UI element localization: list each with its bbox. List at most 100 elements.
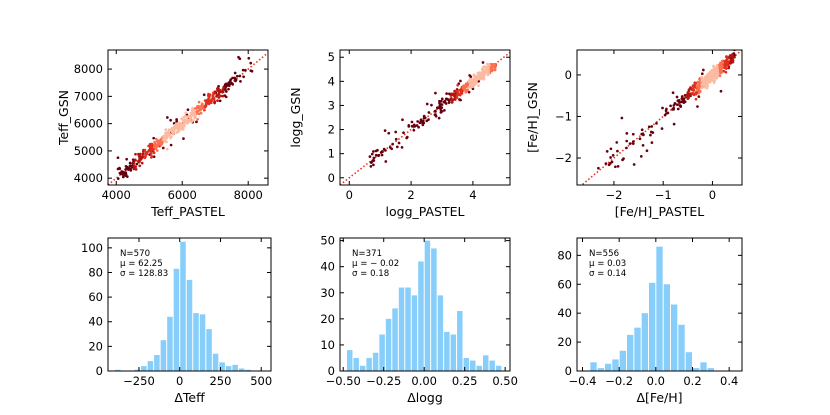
axes-frame bbox=[107, 49, 269, 186]
scatter-point bbox=[678, 100, 682, 104]
scatter-point bbox=[134, 152, 137, 156]
scatter-point bbox=[150, 155, 154, 158]
scatter-point bbox=[239, 79, 242, 83]
scatter-point bbox=[442, 100, 446, 104]
scatter-point bbox=[199, 111, 203, 115]
stat-line: N=371 bbox=[352, 249, 382, 259]
x-tick-label: −0.50 bbox=[326, 374, 361, 388]
histogram-bar bbox=[634, 327, 641, 371]
stat-line: σ = 0.14 bbox=[589, 269, 626, 279]
scatter-point bbox=[368, 155, 372, 159]
scatter-point bbox=[165, 116, 169, 119]
scatter-point bbox=[134, 159, 137, 162]
scatter-point bbox=[210, 98, 213, 101]
scatter-point bbox=[477, 84, 480, 87]
scatter-point bbox=[434, 91, 437, 95]
y-tick-label: 7000 bbox=[74, 89, 103, 103]
histogram-bar bbox=[392, 308, 398, 371]
scatter-point bbox=[387, 131, 391, 135]
scatter-point bbox=[651, 131, 655, 135]
scatter-point bbox=[455, 96, 459, 100]
axes-frame bbox=[339, 49, 511, 186]
histogram-bar bbox=[431, 248, 437, 371]
x-axis-label: Teff_PASTEL bbox=[150, 204, 225, 219]
scatter-point bbox=[190, 108, 194, 112]
scatter-point bbox=[625, 139, 629, 143]
scatter-point bbox=[450, 100, 454, 104]
scatter-point bbox=[228, 79, 232, 83]
scatter-point bbox=[467, 86, 471, 90]
scatter-point bbox=[180, 117, 183, 121]
scatter-point bbox=[152, 155, 156, 159]
scatter-point bbox=[679, 105, 683, 109]
scatter-point bbox=[372, 156, 376, 160]
scatter-point bbox=[213, 100, 216, 104]
scatter-point bbox=[477, 75, 481, 79]
y-tick-label: −1 bbox=[555, 109, 572, 123]
scatter-point bbox=[169, 118, 172, 122]
scatter-point bbox=[628, 142, 632, 145]
histogram-bar bbox=[385, 318, 392, 371]
scatter-point bbox=[125, 175, 129, 178]
scatter-point bbox=[383, 129, 387, 133]
x-tick-label: −0.4 bbox=[569, 374, 597, 388]
histogram-bar bbox=[489, 360, 495, 371]
histogram-bar bbox=[398, 287, 405, 371]
histogram-bar bbox=[411, 295, 418, 371]
y-tick-label: 4 bbox=[328, 74, 335, 88]
scatter-point bbox=[715, 64, 719, 67]
histogram-bar bbox=[353, 357, 359, 371]
scatter-point bbox=[370, 152, 374, 156]
scatter-point bbox=[700, 72, 704, 76]
scatter-point bbox=[647, 125, 651, 129]
scatter-point bbox=[700, 79, 704, 83]
scatter-point bbox=[712, 81, 716, 85]
scatter-point bbox=[687, 88, 691, 91]
scatter-point bbox=[458, 93, 462, 97]
stat-line: μ = 0.03 bbox=[589, 259, 626, 269]
histogram-bar bbox=[641, 313, 648, 371]
scatter-point bbox=[175, 118, 178, 121]
scatter-point bbox=[186, 108, 190, 112]
scatter-point bbox=[673, 102, 677, 105]
histogram-bar bbox=[627, 334, 634, 371]
scatter-point bbox=[469, 75, 473, 79]
scatter-point bbox=[680, 95, 684, 98]
x-tick-label: 8000 bbox=[234, 188, 263, 202]
scatter-point bbox=[197, 100, 201, 104]
scatter-point bbox=[669, 104, 672, 108]
scatter-point bbox=[138, 164, 142, 168]
scatter-point bbox=[421, 119, 425, 123]
x-tick-label: −1 bbox=[655, 188, 672, 202]
scatter-point bbox=[722, 69, 726, 73]
scatter-point bbox=[712, 64, 715, 68]
y-tick-label: 30 bbox=[320, 286, 335, 300]
y-tick-label: 4000 bbox=[74, 171, 103, 185]
scatter-point bbox=[640, 128, 644, 132]
scatter-point bbox=[195, 120, 198, 124]
scatter-point bbox=[661, 106, 664, 110]
scatter-point bbox=[493, 68, 497, 72]
x-tick-label: −250 bbox=[123, 374, 155, 388]
scatter-point bbox=[215, 94, 218, 98]
y-tick-label: 0 bbox=[328, 364, 335, 378]
logg_scatter-panel: 0 2 4 0 1 2 3 4 5 logg_PASTEL logg_GSN bbox=[288, 49, 511, 219]
histogram-bar bbox=[597, 368, 604, 371]
scatter-point bbox=[440, 97, 444, 101]
histogram-bar bbox=[219, 362, 225, 371]
scatter-point bbox=[227, 87, 230, 91]
stat-line: μ = − 0.02 bbox=[352, 259, 399, 269]
scatter-point bbox=[167, 130, 171, 133]
scatter-point bbox=[394, 137, 398, 141]
scatter-point bbox=[638, 137, 642, 141]
y-tick-label: −2 bbox=[555, 151, 572, 165]
scatter-point bbox=[182, 137, 185, 140]
scatter-point bbox=[631, 132, 635, 136]
scatter-point bbox=[200, 106, 204, 110]
scatter-point bbox=[116, 177, 120, 180]
scatter-point bbox=[165, 147, 169, 151]
y-tick-label: 1 bbox=[328, 147, 335, 161]
